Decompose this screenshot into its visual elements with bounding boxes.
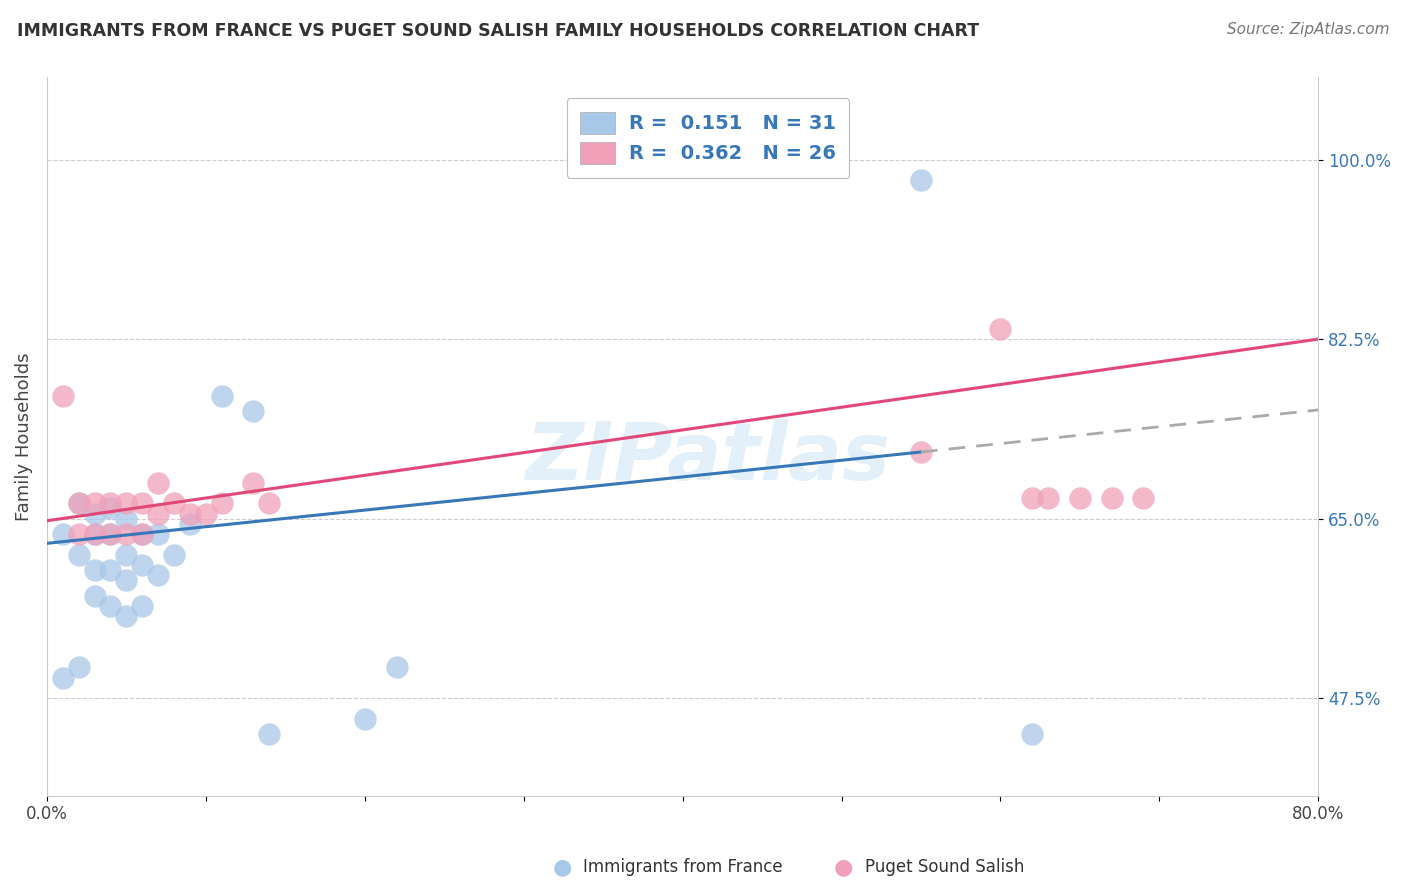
Text: IMMIGRANTS FROM FRANCE VS PUGET SOUND SALISH FAMILY HOUSEHOLDS CORRELATION CHART: IMMIGRANTS FROM FRANCE VS PUGET SOUND SA… xyxy=(17,22,979,40)
Point xyxy=(163,548,186,562)
Point xyxy=(115,574,138,588)
Point xyxy=(67,496,90,510)
Point xyxy=(67,660,90,674)
Point xyxy=(115,609,138,624)
Point xyxy=(211,388,233,402)
Point xyxy=(115,527,138,541)
Point xyxy=(146,568,169,582)
Text: Puget Sound Salish: Puget Sound Salish xyxy=(865,858,1024,876)
Text: Immigrants from France: Immigrants from France xyxy=(583,858,783,876)
Point xyxy=(259,496,281,510)
Point xyxy=(163,496,186,510)
Point xyxy=(83,507,105,521)
Y-axis label: Family Households: Family Households xyxy=(15,352,32,521)
Point xyxy=(385,660,408,674)
Point xyxy=(115,511,138,525)
Point xyxy=(52,388,75,402)
Text: ZIPatlas: ZIPatlas xyxy=(526,419,890,497)
Text: ●: ● xyxy=(553,857,572,877)
Point xyxy=(242,404,264,418)
Point xyxy=(146,475,169,490)
Point xyxy=(910,445,932,459)
Point xyxy=(100,496,122,510)
Point xyxy=(67,496,90,510)
Legend: R =  0.151   N = 31, R =  0.362   N = 26: R = 0.151 N = 31, R = 0.362 N = 26 xyxy=(567,98,849,178)
Point xyxy=(52,527,75,541)
Point xyxy=(67,548,90,562)
Point xyxy=(131,496,153,510)
Point xyxy=(242,475,264,490)
Point xyxy=(1132,491,1154,505)
Point xyxy=(67,527,90,541)
Point xyxy=(990,322,1012,336)
Point xyxy=(100,563,122,577)
Point xyxy=(1021,727,1043,741)
Point xyxy=(83,527,105,541)
Point xyxy=(100,501,122,516)
Point xyxy=(179,507,201,521)
Point xyxy=(115,548,138,562)
Point xyxy=(83,527,105,541)
Point xyxy=(211,496,233,510)
Point xyxy=(146,527,169,541)
Point xyxy=(83,496,105,510)
Point xyxy=(131,527,153,541)
Point xyxy=(100,599,122,613)
Point xyxy=(1101,491,1123,505)
Point xyxy=(1036,491,1059,505)
Point xyxy=(179,516,201,531)
Point xyxy=(100,527,122,541)
Point xyxy=(83,589,105,603)
Point xyxy=(1069,491,1091,505)
Point xyxy=(131,599,153,613)
Point xyxy=(910,173,932,187)
Point xyxy=(1021,491,1043,505)
Point xyxy=(100,527,122,541)
Point xyxy=(131,527,153,541)
Point xyxy=(194,507,217,521)
Point xyxy=(115,496,138,510)
Text: Source: ZipAtlas.com: Source: ZipAtlas.com xyxy=(1226,22,1389,37)
Point xyxy=(131,558,153,572)
Text: ●: ● xyxy=(834,857,853,877)
Point xyxy=(52,671,75,685)
Point xyxy=(259,727,281,741)
Point xyxy=(353,712,375,726)
Point xyxy=(83,563,105,577)
Point xyxy=(146,507,169,521)
